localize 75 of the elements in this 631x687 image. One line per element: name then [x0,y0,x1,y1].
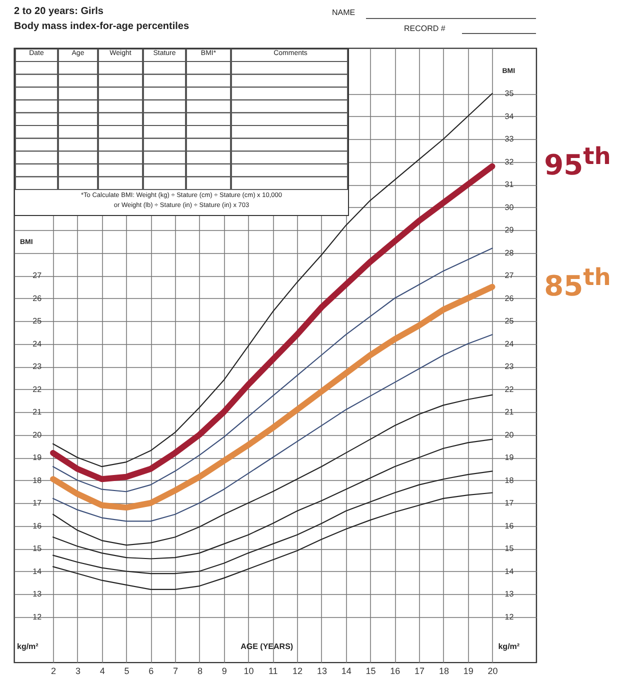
x-tick-label: 20 [488,666,498,676]
y2-tick-label: 27 [504,271,514,280]
x-tick-label: 9 [222,666,227,676]
x-tick-label: 11 [268,666,278,676]
y2-tick-label: 17 [504,498,514,508]
y-tick-label: 22 [32,384,42,394]
chart-subtitle: Body mass index-for-age percentiles [14,21,190,32]
y2-tick-label: 22 [504,384,514,394]
x-tick-label: 6 [148,666,154,676]
y2-tick-label: 19 [504,453,514,462]
x-tick-label: 18 [438,666,449,676]
y2-tick-label: 31 [504,180,514,189]
y2-tick-label: 26 [504,294,514,303]
y2-tick-label: 25 [504,316,514,326]
x-tick-label: 17 [414,666,425,676]
series-label: 85$^{th}$ [544,262,611,302]
y-tick-label: 19 [32,453,42,462]
y2-tick-label: 14 [504,566,514,576]
x-tick-label: 15 [366,666,376,676]
x-tick-label: 7 [173,666,178,676]
chart-title: 2 to 20 years: Girls [14,6,104,17]
x-axis-title: AGE (YEARS) [240,642,294,651]
x-tick-label: 2 [51,666,56,676]
text: RECORD # [404,24,446,33]
y2-tick-label: 34 [504,112,514,121]
y-tick-label: 20 [32,430,42,440]
line-series [52,334,493,522]
line-series [52,248,493,492]
y-tick-label: 15 [32,544,42,553]
y2-tick-label: 24 [504,339,514,348]
x-tick-label: 19 [463,666,474,676]
y-tick-label: 14 [32,566,42,576]
y2-tick-label: 13 [504,590,514,598]
text: NAME [332,8,356,17]
y-tick-label: 16 [32,521,42,530]
line-series [52,394,493,546]
line-series [52,92,493,468]
line-series [52,470,493,574]
x-tick-label: 3 [75,666,80,676]
y-tick-label: 17 [32,498,42,508]
y2-tick-label: 18 [504,476,514,485]
y2-tick-label: 12 [504,612,514,622]
y-tick-label: 18 [32,476,42,485]
y2-tick-label: 20 [504,430,514,440]
y-tick-label: 23 [32,362,42,371]
y-tick-label: 26 [32,294,42,303]
x-tick-label: 4 [100,666,105,676]
line-series [52,438,493,560]
y-tick-label: 13 [32,590,42,598]
annotation: kg/m² [17,642,38,651]
y2-tick-label: 35 [504,89,514,98]
x-tick-label: 10 [244,666,254,676]
y2-tick-label: 21 [504,408,514,416]
x-tick-label: 12 [292,666,303,676]
y2-tick-label: 16 [504,521,514,530]
x-tick-label: 14 [341,666,352,676]
x-tick-label: 16 [390,666,400,676]
y2-tick-label: 32 [504,157,514,166]
y-tick-label: 27 [32,271,42,280]
y-tick-label: 24 [32,339,42,348]
series-label: 95$^{th}$ [544,142,611,182]
y-tick-label: 25 [32,316,42,326]
annotation: kg/m² [498,642,520,651]
y2-tick-label: 29 [504,226,514,234]
y2-tick-label: 30 [504,202,514,212]
x-tick-label: 5 [124,666,130,676]
y2-tick-label: 23 [504,362,514,371]
y2-tick-label: 33 [504,134,514,144]
y2-tick-label: 28 [504,248,514,258]
y2-tick-label: 15 [504,544,514,553]
x-tick-label: 13 [316,666,327,676]
x-tick-label: 8 [197,666,202,676]
line-series [52,492,493,590]
y-tick-label: 21 [32,408,42,416]
y-tick-label: 12 [32,612,42,622]
